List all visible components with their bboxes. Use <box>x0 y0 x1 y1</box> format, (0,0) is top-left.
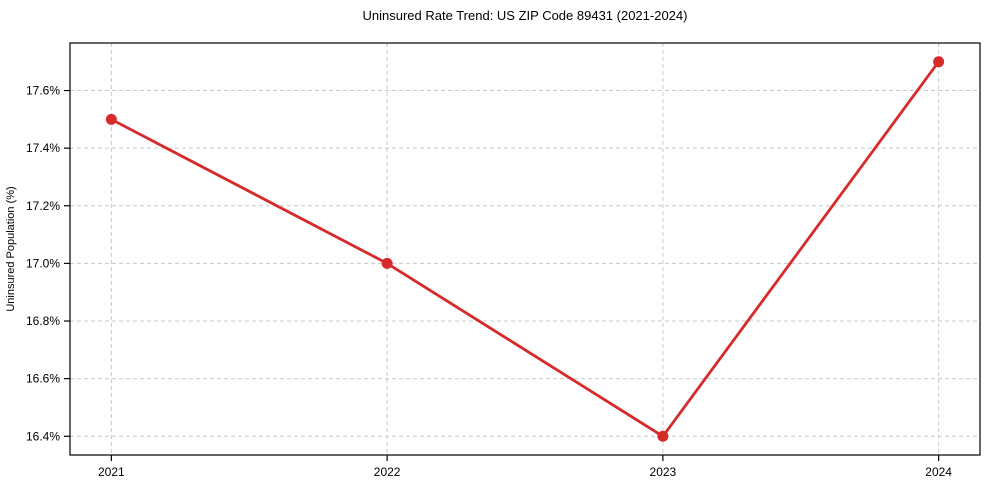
y-tick-label: 16.8% <box>26 314 60 328</box>
gridlines <box>70 43 980 455</box>
data-point <box>105 113 117 125</box>
x-tick-label: 2024 <box>925 465 952 479</box>
x-tick-label: 2022 <box>374 465 401 479</box>
data-point <box>933 56 945 68</box>
y-tick-label: 17.4% <box>26 141 60 155</box>
axis-ticks <box>64 89 940 461</box>
trend-series <box>105 56 945 442</box>
y-tick-label: 16.4% <box>26 429 60 443</box>
y-tick-label: 17.2% <box>26 199 60 213</box>
y-tick-label: 17.0% <box>26 256 60 270</box>
chart-title: Uninsured Rate Trend: US ZIP Code 89431 … <box>363 8 688 23</box>
data-point <box>657 430 669 442</box>
trend-line <box>109 60 941 438</box>
y-axis-label: Uninsured Population (%) <box>5 186 17 311</box>
y-tick-label: 16.6% <box>26 372 60 386</box>
x-tick-label: 2021 <box>98 465 125 479</box>
y-tick-label: 17.6% <box>26 84 60 98</box>
x-tick-label: 2023 <box>650 465 677 479</box>
plot-border <box>69 42 981 456</box>
data-point <box>381 257 393 269</box>
tick-labels: 16.4% 16.6% 16.8% 17.0% 17.2% 17.4% 17.6% 2021 2… <box>26 84 952 479</box>
